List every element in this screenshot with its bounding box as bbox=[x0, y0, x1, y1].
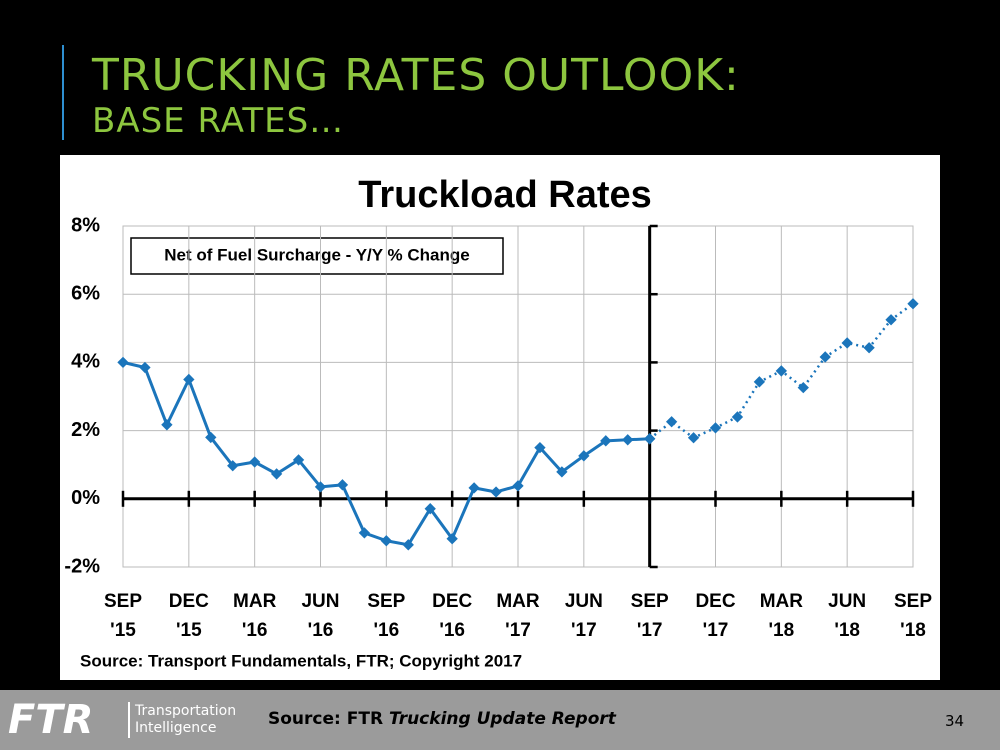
point bbox=[468, 482, 480, 494]
logo-divider bbox=[128, 702, 130, 738]
point bbox=[797, 381, 809, 394]
point bbox=[534, 441, 546, 454]
y-tick-label: -2% bbox=[64, 555, 100, 577]
x-tick-label: SEP '16 bbox=[367, 591, 406, 641]
logo: FTR bbox=[8, 697, 94, 743]
point bbox=[709, 422, 722, 434]
x-tick-label: SEP '18 bbox=[893, 591, 933, 641]
point bbox=[556, 466, 568, 478]
point bbox=[161, 419, 173, 431]
x-tick-label: DEC '17 bbox=[695, 591, 736, 641]
logo-line: Intelligence bbox=[135, 720, 217, 736]
x-tick-label: MAR '17 bbox=[496, 591, 540, 641]
point bbox=[665, 416, 678, 428]
x-tick-label: DEC '15 bbox=[168, 591, 209, 641]
x-tick-label: MAR '18 bbox=[759, 591, 803, 641]
y-tick-label: 2% bbox=[71, 419, 100, 441]
point bbox=[885, 314, 897, 326]
point bbox=[292, 454, 305, 466]
point bbox=[446, 533, 458, 545]
x-tick-label: DEC '16 bbox=[432, 591, 473, 641]
point bbox=[775, 365, 787, 377]
point bbox=[907, 298, 919, 310]
point bbox=[753, 376, 766, 388]
point bbox=[183, 373, 195, 386]
y-tick-label: 8% bbox=[71, 214, 100, 236]
x-tick-label: JUN '18 bbox=[828, 591, 867, 641]
page-number: 34 bbox=[945, 712, 965, 730]
point bbox=[490, 486, 502, 498]
source-title: Trucking Update Report bbox=[388, 709, 616, 729]
chart-source: Source: Transport Fundamentals, FTR; Cop… bbox=[80, 651, 522, 670]
chart-title: Truckload Rates bbox=[358, 174, 652, 216]
x-tick-label: JUN '16 bbox=[301, 591, 340, 641]
point bbox=[819, 351, 831, 363]
y-tick-label: 6% bbox=[71, 282, 100, 304]
point bbox=[841, 337, 853, 349]
point bbox=[270, 468, 283, 480]
slide-title: TRUCKING RATES OUTLOOK: bbox=[92, 50, 740, 101]
slide-subtitle: BASE RATES… bbox=[92, 101, 345, 141]
logo-line: Transportation bbox=[135, 703, 237, 719]
point bbox=[402, 539, 414, 551]
accent-line bbox=[62, 45, 64, 140]
point bbox=[314, 481, 327, 493]
x-tick-label: MAR '16 bbox=[233, 591, 277, 641]
source-prefix: Source: FTR bbox=[268, 709, 384, 729]
footer bbox=[0, 690, 1000, 750]
point bbox=[622, 434, 634, 446]
footer-source: Source: FTR Trucking Update Report bbox=[268, 709, 616, 729]
point bbox=[731, 411, 744, 423]
point bbox=[249, 456, 261, 468]
point bbox=[512, 480, 524, 492]
point bbox=[336, 479, 349, 491]
point bbox=[227, 460, 239, 472]
y-tick-label: 0% bbox=[71, 487, 100, 509]
point bbox=[358, 527, 371, 539]
point bbox=[687, 432, 700, 444]
x-tick-label: SEP '17 bbox=[630, 591, 669, 641]
point bbox=[578, 450, 590, 462]
point bbox=[380, 535, 392, 547]
y-tick-label: 4% bbox=[71, 351, 100, 373]
annotation: Net of Fuel Surcharge - Y/Y % Change bbox=[164, 245, 469, 264]
x-tick-label: SEP '15 bbox=[103, 591, 143, 641]
point bbox=[600, 435, 612, 447]
x-tick-label: JUN '17 bbox=[564, 591, 603, 641]
point bbox=[205, 431, 217, 444]
point bbox=[139, 361, 151, 374]
point bbox=[863, 342, 875, 354]
point bbox=[117, 356, 129, 369]
annotation-box bbox=[130, 237, 504, 275]
point bbox=[644, 433, 656, 445]
